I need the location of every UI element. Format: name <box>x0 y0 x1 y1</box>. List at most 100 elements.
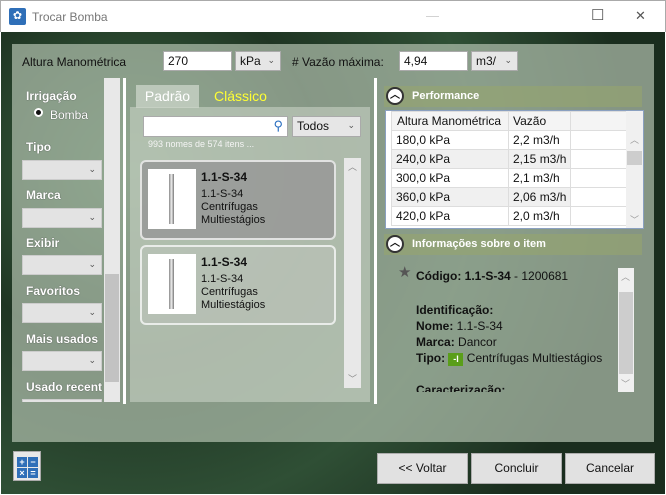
chevron-down-icon: ⌄ <box>88 212 96 222</box>
caracterizacao-heading: Caracterização: <box>416 383 506 392</box>
close-button[interactable]: ✕ <box>635 8 646 23</box>
nome-label: Nome: <box>416 319 454 333</box>
maximize-button[interactable]: ☐ <box>591 7 605 24</box>
table-header: Altura Manométrica Vazão <box>391 111 632 131</box>
chevron-down-icon[interactable]: ﹀ <box>621 379 631 389</box>
vazao-input[interactable]: 4,94 <box>399 51 468 71</box>
tab-classico[interactable]: Clássico <box>214 88 267 104</box>
list-item[interactable]: 1.1-S-34 1.1-S-34 Centrífugas Multiestágio… <box>140 245 336 325</box>
item-type-2: Multiestágios <box>201 299 266 311</box>
sidebar-scrollbar[interactable] <box>104 78 120 402</box>
table-cell-empty <box>570 187 632 207</box>
chevron-up-icon[interactable]: ︿ <box>348 162 358 172</box>
exibir-select[interactable]: ⌄ <box>22 255 102 275</box>
chevron-down-icon: ⌄ <box>88 307 96 317</box>
info-scrollbar[interactable]: ︿ ﹀ <box>618 268 634 392</box>
table-cell: 180,0 kPa <box>391 130 509 150</box>
tipo-label: Tipo: <box>416 351 446 365</box>
calculator-icon: = <box>28 468 38 478</box>
item-name: 1.1-S-34 <box>201 273 244 285</box>
table-cell: 360,0 kPa <box>391 187 509 207</box>
calculator-button[interactable]: + − × = <box>13 451 41 481</box>
calculator-icon: − <box>28 457 38 467</box>
bomba-radio[interactable] <box>34 108 43 117</box>
table-cell: 2,15 m3/h <box>507 149 572 169</box>
concluir-button[interactable]: Concluir <box>471 453 562 484</box>
vazao-unit-value: m3/ <box>476 54 497 68</box>
tab-padrao[interactable]: Padrão <box>136 85 199 108</box>
mais-usados-select[interactable]: ⌄ <box>22 351 102 371</box>
table-row[interactable]: 240,0 kPa 2,15 m3/h <box>391 149 632 169</box>
table-scrollbar[interactable]: ︿ ﹀ <box>626 111 643 228</box>
collapse-icon[interactable]: ︿ <box>386 235 404 253</box>
list-scrollbar[interactable]: ︿ ﹀ <box>344 158 361 388</box>
usado-recent-select[interactable] <box>22 399 102 402</box>
chevron-down-icon[interactable]: ﹀ <box>630 215 640 225</box>
column-header[interactable]: Vazão <box>507 111 572 131</box>
column-header[interactable]: Altura Manométrica <box>391 111 509 131</box>
chevron-down-icon: ⌄ <box>88 259 96 269</box>
info-header[interactable]: ︿ Informações sobre o item <box>384 234 642 255</box>
app-icon: ✿ <box>9 8 26 25</box>
chevron-up-icon[interactable]: ︿ <box>621 272 631 282</box>
scrollbar-thumb[interactable] <box>627 151 642 165</box>
vazao-unit-select[interactable]: m3/ ⌄ <box>471 51 518 71</box>
divider <box>374 78 377 404</box>
item-title: 1.1-S-34 <box>201 255 248 269</box>
filter-select[interactable]: Todos ⌄ <box>292 116 361 137</box>
vazao-label: # Vazão máxima: <box>292 55 384 69</box>
pump-image <box>148 254 196 314</box>
table-row[interactable]: 360,0 kPa 2,06 m3/h <box>391 187 632 207</box>
filter-sidebar: Irrigação Bomba Tipo ⌄ Marca ⌄ Exibir ⌄ … <box>22 78 120 402</box>
table-row[interactable]: 420,0 kPa 2,0 m3/h <box>391 206 632 226</box>
chevron-up-icon[interactable]: ︿ <box>630 135 640 145</box>
tipo-select[interactable]: ⌄ <box>22 160 102 180</box>
marca-select[interactable]: ⌄ <box>22 208 102 228</box>
irrigacao-heading: Irrigação <box>26 89 77 103</box>
item-type: Centrífugas <box>201 201 258 213</box>
pump-image <box>148 169 196 229</box>
performance-header[interactable]: ︿ Performance <box>384 86 642 107</box>
table-cell-empty <box>570 149 632 169</box>
search-input[interactable]: ⚲ <box>143 116 288 137</box>
table-row[interactable]: 300,0 kPa 2,1 m3/h <box>391 168 632 188</box>
table-cell: 420,0 kPa <box>391 206 509 226</box>
altura-unit-select[interactable]: kPa ⌄ <box>235 51 281 71</box>
collapse-icon[interactable]: ︿ <box>386 87 404 105</box>
cancelar-button[interactable]: Cancelar <box>565 453 655 484</box>
chevron-down-icon: ⌄ <box>347 120 355 130</box>
favoritos-select[interactable]: ⌄ <box>22 303 102 323</box>
performance-title: Performance <box>412 90 480 102</box>
favoritos-heading: Favoritos <box>26 284 81 298</box>
table-cell-empty <box>570 168 632 188</box>
altura-input[interactable]: 270 <box>163 51 232 71</box>
table-cell: 2,06 m3/h <box>507 187 572 207</box>
table-cell-empty <box>570 130 632 150</box>
bomba-label[interactable]: Bomba <box>50 108 89 122</box>
table-row[interactable]: 180,0 kPa 2,2 m3/h <box>391 130 632 150</box>
scrollbar-thumb[interactable] <box>105 274 119 382</box>
search-icon[interactable]: ⚲ <box>273 118 283 133</box>
altura-unit-value: kPa <box>240 54 261 68</box>
window-title: Trocar Bomba <box>32 10 108 24</box>
minimize-button[interactable]: — <box>426 8 439 23</box>
altura-label: Altura Manométrica <box>22 55 127 69</box>
chevron-down-icon[interactable]: ﹀ <box>348 374 358 384</box>
info-content: ★ Código: 1.1-S-34 - 1200681 Identificaç… <box>398 265 616 392</box>
codigo-id: - 1200681 <box>510 269 569 283</box>
scrollbar-thumb[interactable] <box>619 292 633 374</box>
tipo-value: Centrífugas Multiestágios <box>466 351 603 365</box>
table-cell: 2,0 m3/h <box>507 206 572 226</box>
result-count: 993 nomes de 574 itens ... <box>148 139 255 149</box>
calculator-icon: × <box>17 468 27 478</box>
tipo-heading: Tipo <box>26 140 52 154</box>
star-icon[interactable]: ★ <box>398 265 412 281</box>
mais-usados-heading: Mais usados <box>26 332 99 346</box>
column-filler <box>570 111 632 131</box>
table-cell: 300,0 kPa <box>391 168 509 188</box>
chevron-down-icon: ⌄ <box>504 55 512 65</box>
list-item[interactable]: 1.1-S-34 1.1-S-34 Centrífugas Multiestágio… <box>140 160 336 240</box>
exibir-heading: Exibir <box>26 236 60 250</box>
pump-type-icon: -Ι <box>448 353 464 366</box>
voltar-button[interactable]: << Voltar <box>377 453 468 484</box>
